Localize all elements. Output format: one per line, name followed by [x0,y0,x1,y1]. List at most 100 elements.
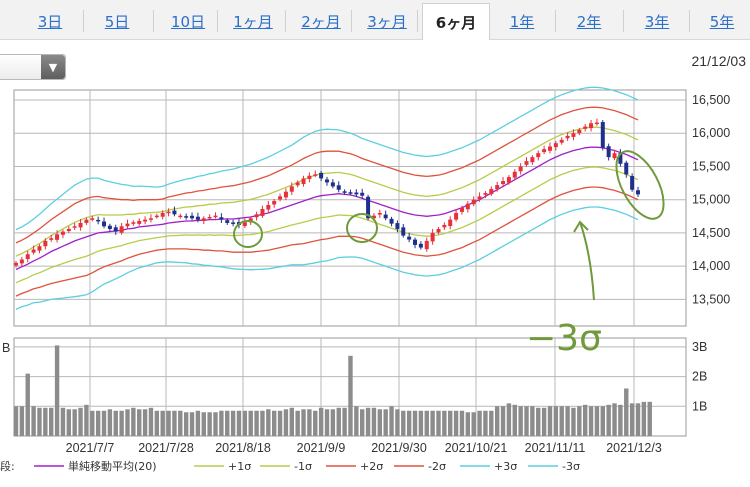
volume-bar [178,410,183,436]
tab-separator [555,10,556,32]
volume-bar [277,410,283,436]
annotation-minus-3-sigma: −3σ [526,318,602,359]
tab-period-5[interactable]: 3ヶ月 [367,12,407,31]
candlestick [231,222,236,224]
candlestick [330,182,335,187]
tab-period-1[interactable]: 5日 [104,12,130,31]
volume-bar [43,407,48,436]
candlestick [600,122,605,148]
candlestick [577,129,582,134]
volume-bar [248,410,253,436]
candlestick [583,126,588,129]
volume-bar [283,409,289,436]
volume-bar [395,409,400,436]
tab-period-6[interactable]: 6ヶ月 [422,3,490,40]
tab-period-3[interactable]: 1ヶ月 [233,12,273,31]
candlestick [119,226,124,233]
volume-bar [459,410,465,436]
candlestick [225,220,230,223]
volume-bar [49,407,54,436]
candlestick [325,179,329,183]
x-tick-label: 2021/9/9 [297,441,346,455]
volume-bar [78,407,83,436]
volume-bar [271,410,277,436]
volume-bar [266,409,271,436]
candlestick [178,215,183,218]
tab-separator [623,10,624,32]
candlestick [242,222,247,227]
volume-bar [424,410,429,436]
tab-period-10[interactable]: 5年 [709,12,735,31]
volume-bar [219,410,224,436]
tab-period-2[interactable]: 10日 [170,12,206,31]
legend-item-label: +1σ [228,460,251,473]
candlestick [131,222,136,224]
legend-item-label: +2σ [360,460,383,473]
volume-bar [90,410,95,436]
candlestick [454,212,459,220]
candlestick [395,223,400,229]
volume-bar [324,409,330,436]
candlestick [495,185,500,190]
volume-bar [301,409,306,436]
candlestick [606,146,611,158]
candlestick [506,177,511,183]
volume-bar [541,407,547,436]
period-tab-bar: 3日 5日 10日 1ヶ月 2ヶ月 3ヶ月 6ヶ月 1年 2年 3年 5年 [0,0,750,40]
volume-bar [60,407,66,436]
candlestick [125,223,130,227]
volume-bar [582,404,588,436]
volume-bar [195,410,201,436]
candlestick [201,218,206,221]
volume-bar [295,410,300,436]
volume-bar [506,403,512,436]
volume-bar [553,406,559,436]
chevron-down-icon[interactable]: ▼ [41,55,65,79]
volume-bar [107,409,113,436]
volume-bar [571,407,576,436]
tab-period-8[interactable]: 2年 [576,12,602,31]
candlestick [113,227,118,232]
candlestick [25,254,30,259]
volume-bar [254,410,259,436]
tab-period-0[interactable]: 3日 [37,12,63,31]
volume-bar [624,388,629,436]
candlestick [301,178,306,185]
volume-bar [66,409,72,436]
tab-period-7[interactable]: 1年 [509,12,535,31]
annotation-ellipse [615,150,665,220]
volume-bar [260,410,265,436]
y-tick-label: 13,500 [692,292,730,306]
candlestick [407,236,412,240]
volume-bar [54,345,60,436]
candlestick [266,205,271,210]
candlestick [459,207,464,212]
volume-bar [207,412,212,436]
candlestick [143,219,148,222]
tab-period-4[interactable]: 2ヶ月 [301,12,341,31]
volume-bar [336,407,341,436]
tab-period-9[interactable]: 3年 [644,12,670,31]
candlestick [260,208,265,216]
volume-bar [489,410,494,436]
candlestick [66,228,71,232]
tab-separator [489,10,490,32]
x-tick-label: 2021/11/11 [525,441,586,455]
volume-bar [101,410,107,436]
indicator-dropdown[interactable]: ▼ [0,54,66,80]
candlestick [377,212,382,215]
volume-bar [95,410,101,436]
candlestick [31,249,36,253]
volume-bar [448,410,453,436]
x-tick-label: 2021/7/28 [138,441,194,455]
candlestick [436,228,441,233]
minus-2-sigma-line [15,186,639,297]
annotation-arrow-head [573,220,589,233]
legend-item-label: -2σ [428,460,446,473]
candlestick [278,196,283,200]
volume-bar [594,406,600,436]
y-tick-label: 14,000 [692,259,730,273]
volume-bar [588,406,594,436]
volume-bar [342,407,347,436]
